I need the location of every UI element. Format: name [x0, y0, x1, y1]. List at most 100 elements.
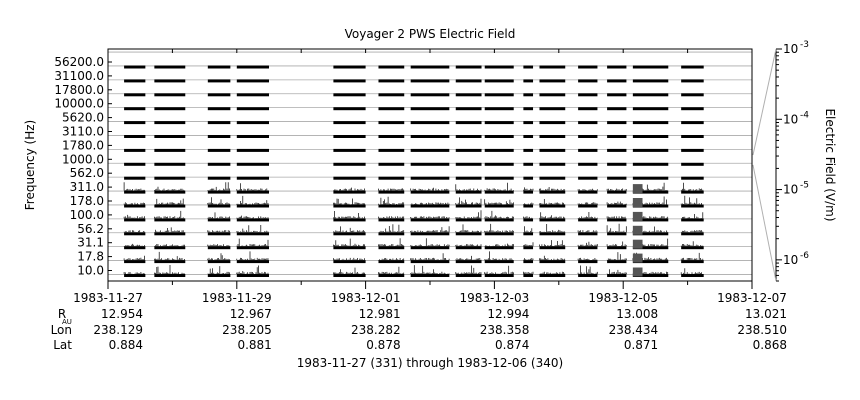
channel-segment: [455, 260, 482, 264]
colorbar-tick-exponent: -5: [800, 181, 809, 191]
channel-segment: [607, 246, 627, 250]
channel-spikes: [123, 214, 145, 219]
channel-segment: [607, 79, 627, 83]
channel-spikes: [539, 199, 566, 205]
burst-region: [632, 253, 643, 263]
x-axis-ticks: 1983-11-27 1983-11-29 1983-12-01 1983-12-03…: [73, 49, 787, 305]
channel-segment: [523, 162, 534, 166]
channel-spikes: [606, 216, 626, 219]
channel-spikes: [410, 202, 450, 205]
channel-segment: [681, 121, 704, 125]
channel-segment: [681, 260, 704, 264]
channel-segment: [154, 135, 186, 138]
channel-segment: [632, 204, 669, 208]
channel-segment: [681, 79, 704, 83]
channel-spikes: [577, 257, 598, 261]
channel-segment: [124, 135, 146, 138]
channel-segment: [632, 218, 669, 222]
burst-region: [632, 211, 643, 221]
channel-segment: [236, 162, 269, 166]
channel-segment: [523, 93, 534, 97]
channel-spikes: [207, 253, 230, 261]
channel-spikes: [236, 265, 269, 274]
channel-segment: [207, 176, 231, 180]
channel-segment: [539, 135, 566, 138]
channel-segment: [578, 218, 598, 222]
channel-segment: [607, 190, 627, 194]
channel-segment: [484, 162, 514, 166]
channel-segment: [154, 246, 186, 250]
channel-segment: [455, 135, 482, 138]
channel-segment: [607, 162, 627, 166]
channel-spikes: [455, 255, 482, 261]
channel-spikes: [410, 238, 450, 247]
colorbar-guide-top: [752, 48, 777, 156]
channel-segment: [681, 204, 704, 208]
channel-spikes: [333, 267, 365, 274]
channel-segment: [378, 232, 405, 236]
channel-segment: [124, 107, 146, 111]
ephemeris-value-lon: 238.205: [222, 323, 272, 337]
channel-segment: [484, 79, 514, 83]
colorbar-tick-exponent: -4: [800, 110, 809, 120]
channel-segment: [523, 218, 534, 222]
channel-segment: [207, 246, 231, 250]
channel-segment: [681, 232, 704, 236]
channel-segment: [207, 260, 231, 264]
channel-spikes: [378, 238, 405, 247]
channel-segment: [333, 79, 366, 83]
channel-segment: [236, 190, 269, 194]
channel-spikes: [524, 226, 534, 233]
channel-segment: [207, 135, 231, 138]
channel-segment: [124, 246, 146, 250]
x-axis-caption: 1983-11-27 (331) through 1983-12-06 (340…: [297, 356, 563, 370]
channel-spikes: [577, 188, 598, 191]
channel-spikes: [577, 202, 598, 205]
channel-segment: [333, 232, 366, 236]
channel-spikes: [523, 258, 534, 261]
channel-segment: [154, 176, 186, 180]
channel-spikes: [154, 265, 185, 274]
channel-segment: [607, 121, 627, 125]
channel-segment: [681, 274, 704, 277]
channel-spikes: [606, 188, 627, 191]
ephemeris-value-lat: 0.874: [495, 338, 529, 352]
channel-spikes: [523, 202, 534, 205]
y-tick-label: 3110.0: [62, 125, 104, 139]
channel-segment: [207, 79, 231, 83]
colorbar-tick-label: 10: [783, 42, 798, 56]
channel-segment: [154, 162, 186, 166]
channel-segment: [681, 162, 704, 166]
channel-segment: [236, 121, 269, 125]
channel-spikes: [207, 244, 230, 247]
channel-segment: [523, 204, 534, 208]
channel-spikes: [333, 211, 365, 219]
channel-segment: [455, 274, 482, 277]
channel-spikes: [484, 210, 514, 219]
ephemeris-value-lon: 238.510: [737, 323, 787, 337]
channel-segment: [124, 274, 146, 277]
channel-segment: [378, 246, 405, 250]
channel-spikes: [410, 265, 450, 274]
channel-segment: [484, 232, 514, 236]
channel-segment: [523, 176, 534, 180]
channel-segment: [236, 204, 269, 208]
channel-segment: [236, 135, 269, 138]
channel-segment: [410, 218, 450, 222]
channel-segment: [607, 274, 627, 277]
y-tick-label: 10000.0: [54, 97, 104, 111]
channel-segment: [207, 274, 231, 277]
channel-segment: [236, 93, 269, 97]
channel-segment: [539, 204, 566, 208]
channel-spikes: [154, 244, 185, 247]
channel-segment: [333, 176, 366, 180]
channel-segment: [236, 107, 269, 111]
ephemeris-label-lon: Lon: [51, 323, 72, 337]
channel-spikes: [539, 271, 566, 274]
channel-segment: [378, 162, 405, 166]
channel-segment: [539, 246, 566, 250]
channel-spikes: [539, 240, 566, 247]
channel-segment: [124, 232, 146, 236]
channel-segment: [578, 79, 598, 83]
